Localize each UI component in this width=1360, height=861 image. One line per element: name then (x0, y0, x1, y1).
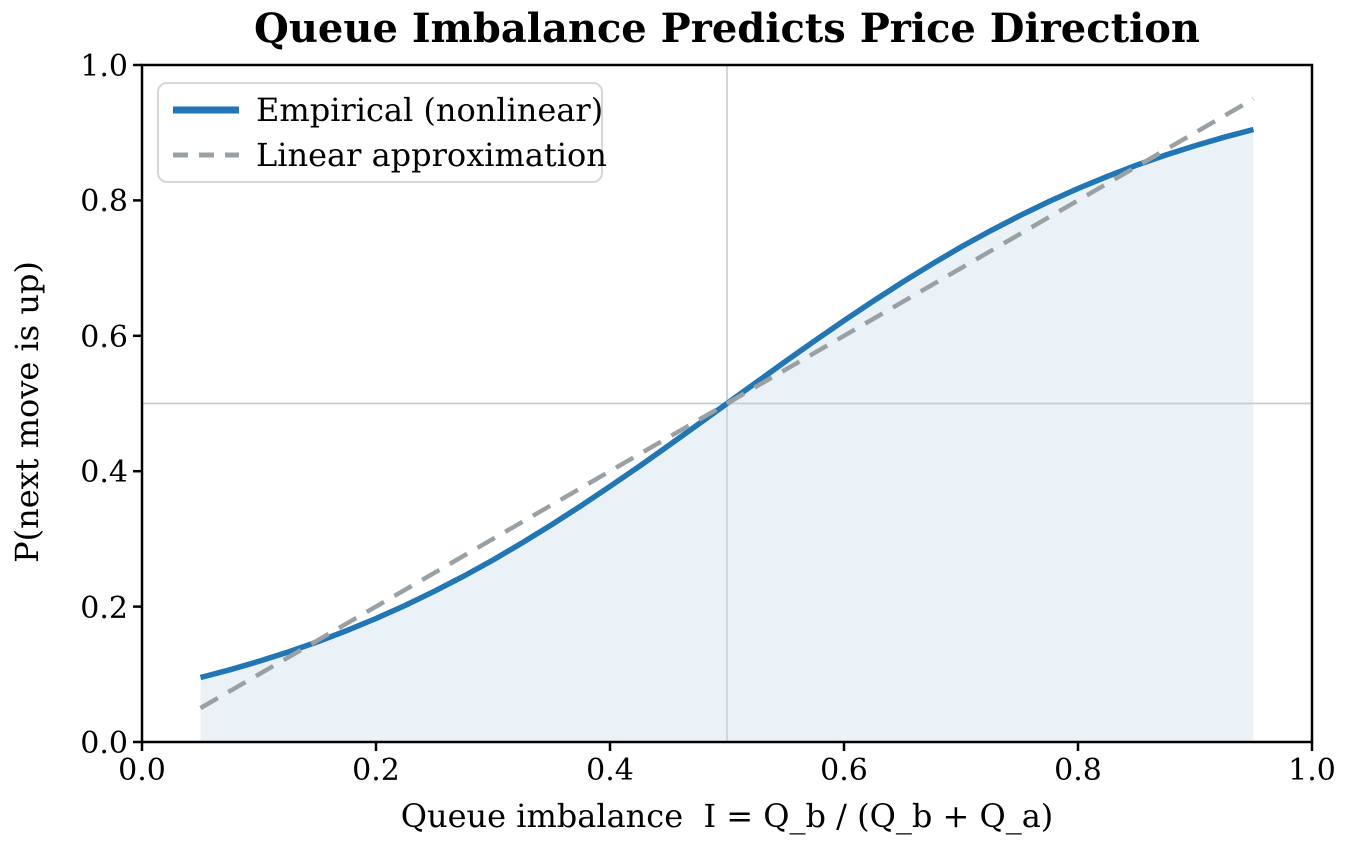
legend-dashed-line-icon (173, 152, 239, 158)
chart-title: Queue Imbalance Predicts Price Direction (254, 5, 1200, 52)
y-tick-label: 0.6 (80, 319, 128, 355)
legend-label-linear: Linear approximation (256, 136, 607, 174)
y-tick-label: 1.0 (80, 49, 128, 84)
y-tick-label: 0.8 (80, 184, 128, 220)
y-tick-label: 0.2 (80, 590, 128, 626)
legend-solid-line-icon (173, 106, 239, 114)
y-tick-label: 0.0 (80, 726, 128, 761)
x-tick-label: 0.8 (1054, 753, 1102, 788)
legend: Empirical (nonlinear) Linear approximati… (157, 82, 607, 183)
x-tick-label: 1.0 (1288, 753, 1336, 788)
legend-item-empirical: Empirical (nonlinear) (173, 90, 603, 130)
x-axis-label: Queue imbalance I = Q_b / (Q_b + Q_a) (400, 797, 1054, 835)
legend-label-empirical: Empirical (nonlinear) (256, 91, 604, 129)
legend-item-linear: Linear approximation (173, 135, 607, 175)
x-tick-label: 0.6 (820, 753, 868, 788)
y-tick-label: 0.4 (80, 455, 128, 491)
x-tick-label: 0.0 (118, 753, 166, 788)
y-axis-label: P(next move is up) (8, 261, 46, 563)
x-tick-label: 0.4 (586, 753, 634, 788)
x-tick-label: 0.2 (352, 753, 400, 788)
